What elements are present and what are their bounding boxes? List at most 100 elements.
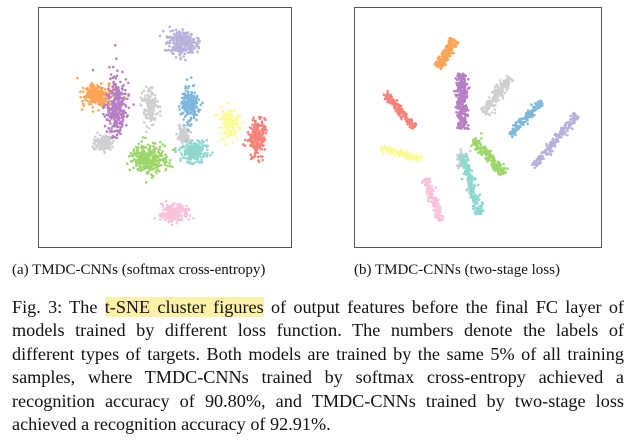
point xyxy=(493,98,497,102)
point xyxy=(101,100,105,104)
point xyxy=(146,93,150,97)
point xyxy=(426,183,430,187)
point xyxy=(466,177,470,181)
point xyxy=(251,156,255,159)
point xyxy=(480,150,484,154)
point xyxy=(516,126,520,130)
point xyxy=(229,112,232,116)
point xyxy=(572,119,576,122)
point xyxy=(562,127,566,130)
point xyxy=(165,49,169,52)
point xyxy=(121,84,124,88)
point xyxy=(159,215,162,218)
point xyxy=(248,126,252,129)
point xyxy=(172,39,176,42)
point xyxy=(536,102,539,106)
point xyxy=(164,167,167,171)
point xyxy=(536,106,540,110)
point xyxy=(506,78,509,82)
point xyxy=(564,130,567,134)
point xyxy=(183,52,187,56)
point xyxy=(122,109,126,112)
point xyxy=(458,164,462,168)
point xyxy=(144,181,148,184)
point xyxy=(206,148,209,152)
point xyxy=(222,110,225,114)
point xyxy=(154,159,158,163)
point xyxy=(183,130,187,133)
point xyxy=(97,102,100,106)
point xyxy=(566,121,570,124)
point xyxy=(251,118,255,122)
point xyxy=(172,201,176,205)
point xyxy=(184,156,187,160)
point xyxy=(145,116,149,120)
point xyxy=(249,134,253,138)
point xyxy=(166,164,169,168)
point xyxy=(388,146,392,150)
point xyxy=(170,211,174,214)
point xyxy=(175,208,178,212)
point xyxy=(115,133,119,137)
point xyxy=(108,95,111,99)
point xyxy=(152,145,155,148)
point xyxy=(197,98,201,101)
point xyxy=(209,153,212,157)
point xyxy=(438,205,442,209)
point xyxy=(444,48,447,51)
point xyxy=(164,153,167,156)
point xyxy=(568,122,572,126)
point xyxy=(507,82,511,86)
point xyxy=(238,128,242,131)
point xyxy=(383,145,387,149)
point xyxy=(498,169,501,173)
point xyxy=(101,140,105,144)
point xyxy=(545,144,549,148)
point xyxy=(526,109,530,112)
point xyxy=(251,135,255,139)
point xyxy=(236,125,240,129)
point xyxy=(225,123,229,127)
point xyxy=(461,106,465,109)
point xyxy=(532,108,536,111)
point xyxy=(179,52,183,56)
point xyxy=(192,116,196,120)
point xyxy=(494,85,497,89)
point xyxy=(107,84,111,88)
point xyxy=(202,155,205,158)
tsne-plot-two-stage xyxy=(354,7,602,248)
point xyxy=(224,131,228,135)
point xyxy=(174,49,177,52)
point xyxy=(265,129,268,132)
point xyxy=(502,170,505,174)
point xyxy=(139,158,143,162)
point xyxy=(140,91,144,95)
point xyxy=(90,82,93,86)
point xyxy=(389,93,392,97)
point xyxy=(104,88,107,91)
point xyxy=(213,113,217,117)
point xyxy=(128,168,132,172)
point xyxy=(483,110,486,114)
point xyxy=(480,201,484,205)
point xyxy=(250,139,254,142)
point xyxy=(109,148,112,152)
point xyxy=(190,46,193,50)
caption-body: of output features before the final FC l… xyxy=(12,297,624,435)
point xyxy=(196,139,199,142)
point xyxy=(186,31,189,34)
point xyxy=(79,95,82,99)
point xyxy=(561,131,565,135)
point xyxy=(470,185,474,189)
point xyxy=(148,146,152,150)
point xyxy=(493,103,497,107)
point xyxy=(93,142,96,146)
point xyxy=(247,132,251,136)
point xyxy=(125,162,129,165)
point xyxy=(470,144,473,148)
point xyxy=(490,162,493,166)
point xyxy=(458,74,462,78)
point xyxy=(190,92,194,96)
point xyxy=(442,60,445,64)
point xyxy=(182,124,186,127)
